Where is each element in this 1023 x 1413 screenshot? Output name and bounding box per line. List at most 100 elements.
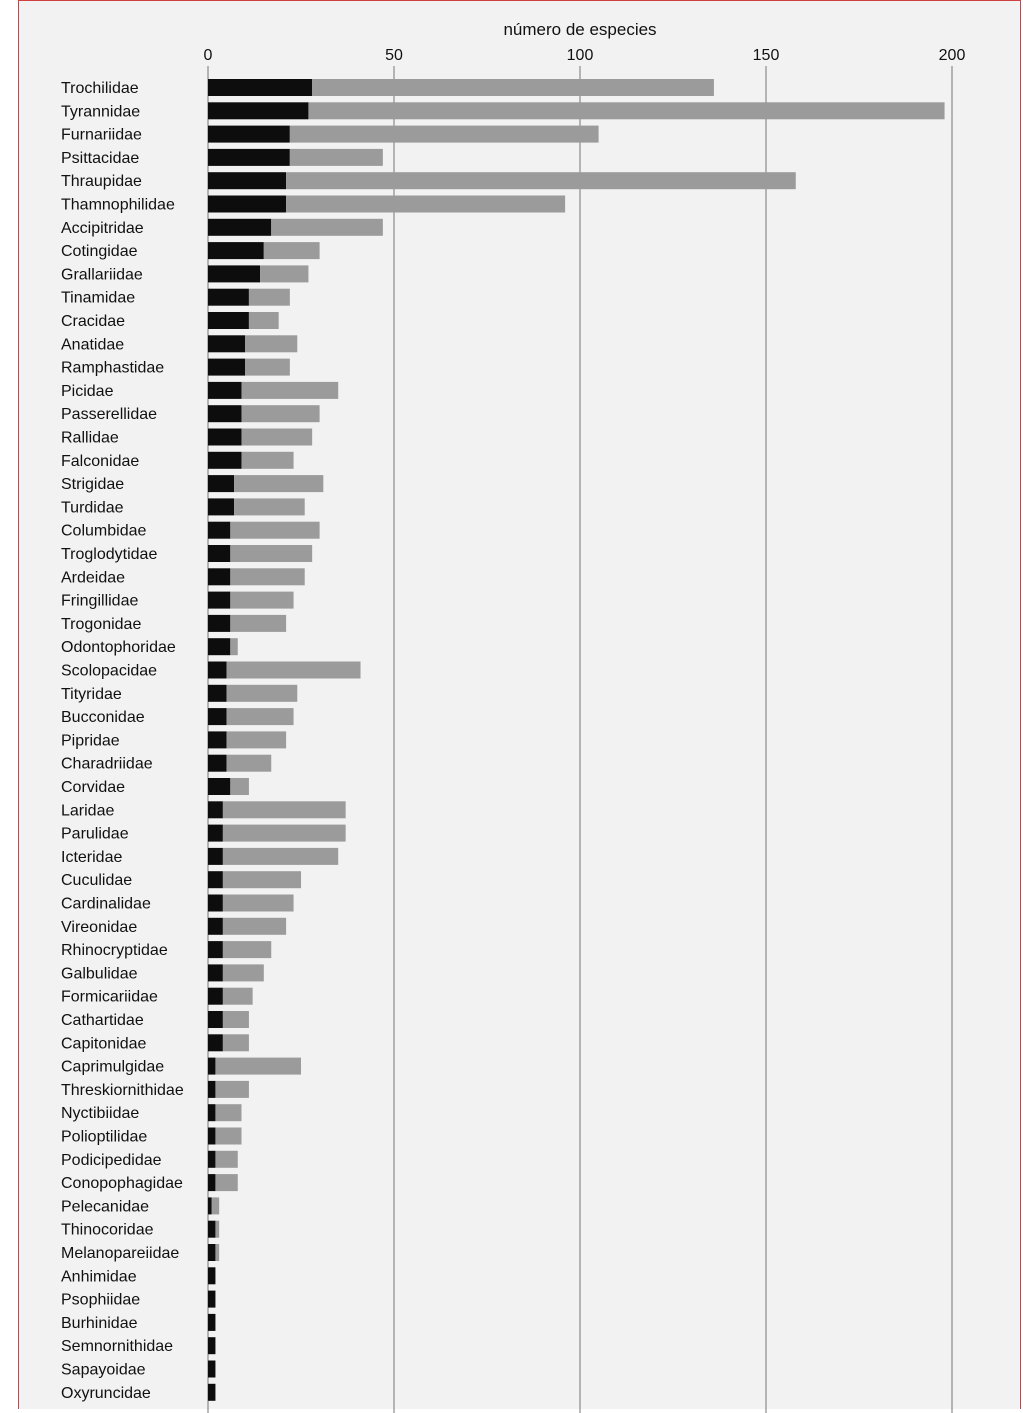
category-label-ramphastidae: Ramphastidae bbox=[61, 360, 164, 377]
bar-series1-threskiornithidae bbox=[208, 1080, 216, 1098]
category-label-columbidae: Columbidae bbox=[61, 523, 146, 540]
bar-series1-rhinocryptidae bbox=[208, 941, 223, 959]
bar-series2-columbidae bbox=[230, 521, 320, 539]
category-label-caprimulgidae: Caprimulgidae bbox=[61, 1059, 164, 1076]
bar-series1-oxyruncidae bbox=[208, 1383, 216, 1401]
bar-series2-ardeidae bbox=[230, 568, 305, 586]
bar-series1-strigidae bbox=[208, 475, 235, 493]
bar-series1-ardeidae bbox=[208, 568, 231, 586]
category-label-picidae: Picidae bbox=[61, 383, 114, 400]
category-label-icteridae: Icteridae bbox=[61, 849, 122, 866]
bar-series1-icteridae bbox=[208, 847, 223, 865]
bar-series1-cathartidae bbox=[208, 1011, 223, 1028]
bar-series2-icteridae bbox=[222, 847, 339, 865]
category-label-laridae: Laridae bbox=[61, 802, 114, 819]
category-label-scolopacidae: Scolopacidae bbox=[61, 663, 157, 680]
bar-series1-picidae bbox=[208, 381, 242, 399]
bar-series2-nyctibiidae bbox=[215, 1104, 242, 1122]
bar-series2-tyrannidae bbox=[308, 102, 945, 120]
category-label-bucconidae: Bucconidae bbox=[61, 709, 145, 726]
bar-series1-corvidae bbox=[208, 778, 231, 795]
x-tick-label-200: 200 bbox=[939, 47, 966, 64]
category-label-corvidae: Corvidae bbox=[61, 779, 125, 796]
bar-series1-sapayoidae bbox=[208, 1360, 216, 1378]
bar-series1-cracidae bbox=[208, 312, 249, 329]
category-label-formicariidae: Formicariidae bbox=[61, 989, 158, 1006]
bar-series1-semnornithidae bbox=[208, 1337, 216, 1355]
bar-series1-thinocoridae bbox=[208, 1220, 216, 1238]
bar-series2-pelecanidae bbox=[211, 1197, 220, 1215]
category-label-strigidae: Strigidae bbox=[61, 476, 124, 493]
bar-series2-ramphastidae bbox=[245, 358, 290, 376]
bar-series2-galbulidae bbox=[222, 964, 264, 982]
category-label-charadriidae: Charadriidae bbox=[61, 756, 153, 773]
bar-series1-parulidae bbox=[208, 824, 223, 842]
bar-series1-scolopacidae bbox=[208, 661, 227, 679]
bar-series1-psittacidae bbox=[208, 148, 290, 166]
chart-frame bbox=[18, 0, 1021, 1409]
bar-series2-passerellidae bbox=[241, 405, 320, 423]
bar-series2-conopophagidae bbox=[215, 1174, 238, 1192]
bar-series1-formicariidae bbox=[208, 987, 223, 1005]
category-label-turdidae: Turdidae bbox=[61, 499, 124, 516]
bar-series1-tinamidae bbox=[208, 288, 249, 306]
category-label-passerellidae: Passerellidae bbox=[61, 406, 157, 423]
bar-series1-ramphastidae bbox=[208, 358, 246, 376]
category-label-conopophagidae: Conopophagidae bbox=[61, 1175, 183, 1192]
category-label-cracidae: Cracidae bbox=[61, 313, 125, 330]
bar-series2-charadriidae bbox=[226, 754, 272, 772]
category-label-falconidae: Falconidae bbox=[61, 453, 139, 470]
category-label-nyctibiidae: Nyctibiidae bbox=[61, 1105, 139, 1122]
bar-series1-grallariidae bbox=[208, 265, 261, 283]
bar-series1-anhimidae bbox=[208, 1267, 216, 1285]
category-label-semnornithidae: Semnornithidae bbox=[61, 1338, 173, 1355]
bar-series1-laridae bbox=[208, 801, 223, 819]
bar-series1-pelecanidae bbox=[208, 1197, 212, 1215]
category-label-melanopareiidae: Melanopareiidae bbox=[61, 1245, 179, 1262]
bar-series1-charadriidae bbox=[208, 754, 227, 772]
x-tick-label-0: 0 bbox=[204, 47, 213, 64]
category-label-grallariidae: Grallariidae bbox=[61, 266, 143, 283]
bar-series2-cotingidae bbox=[263, 242, 320, 260]
category-label-anatidae: Anatidae bbox=[61, 336, 124, 353]
bar-series2-corvidae bbox=[230, 778, 249, 795]
bar-series2-pipridae bbox=[226, 731, 287, 749]
category-label-tinamidae: Tinamidae bbox=[61, 290, 135, 307]
x-tick-label-100: 100 bbox=[567, 47, 594, 64]
bar-series2-thraupidae bbox=[286, 172, 796, 190]
bar-series1-caprimulgidae bbox=[208, 1057, 216, 1075]
category-label-psittacidae: Psittacidae bbox=[61, 150, 139, 167]
category-label-pipridae: Pipridae bbox=[61, 732, 120, 749]
bar-series1-polioptilidae bbox=[208, 1127, 216, 1145]
bar-series1-turdidae bbox=[208, 498, 235, 516]
bar-series2-rallidae bbox=[241, 428, 313, 446]
bar-series2-trochilidae bbox=[312, 79, 714, 96]
bar-series2-picidae bbox=[241, 381, 339, 399]
category-label-tityridae: Tityridae bbox=[61, 686, 122, 703]
bar-series1-odontophoridae bbox=[208, 638, 231, 656]
category-label-thraupidae: Thraupidae bbox=[61, 173, 142, 190]
category-label-thinocoridae: Thinocoridae bbox=[61, 1222, 154, 1239]
bar-series1-troglodytidae bbox=[208, 545, 231, 562]
category-label-capitonidae: Capitonidae bbox=[61, 1035, 147, 1052]
bar-series2-tinamidae bbox=[248, 288, 290, 306]
bar-series1-galbulidae bbox=[208, 964, 223, 982]
x-axis-ticks: 0 50 100 150 200 bbox=[204, 47, 966, 64]
bar-series1-podicipedidae bbox=[208, 1150, 216, 1168]
bar-series2-caprimulgidae bbox=[215, 1057, 301, 1075]
category-label-psophiidae: Psophiidae bbox=[61, 1292, 140, 1309]
category-label-sapayoidae: Sapayoidae bbox=[61, 1362, 146, 1379]
category-label-parulidae: Parulidae bbox=[61, 826, 129, 843]
vertical-gridlines bbox=[207, 66, 953, 1413]
bar-series2-parulidae bbox=[222, 824, 346, 842]
bar-series2-psittacidae bbox=[289, 148, 383, 166]
category-label-podicipedidae: Podicipedidae bbox=[61, 1152, 162, 1169]
category-label-polioptilidae: Polioptilidae bbox=[61, 1129, 147, 1146]
category-label-threskiornithidae: Threskiornithidae bbox=[61, 1082, 184, 1099]
bar-series1-vireonidae bbox=[208, 917, 223, 935]
bar-series2-cathartidae bbox=[222, 1011, 249, 1028]
bars bbox=[208, 79, 945, 1401]
bar-series1-psophiidae bbox=[208, 1290, 216, 1308]
category-label-fringillidae: Fringillidae bbox=[61, 593, 138, 610]
category-label-anhimidae: Anhimidae bbox=[61, 1268, 137, 1285]
